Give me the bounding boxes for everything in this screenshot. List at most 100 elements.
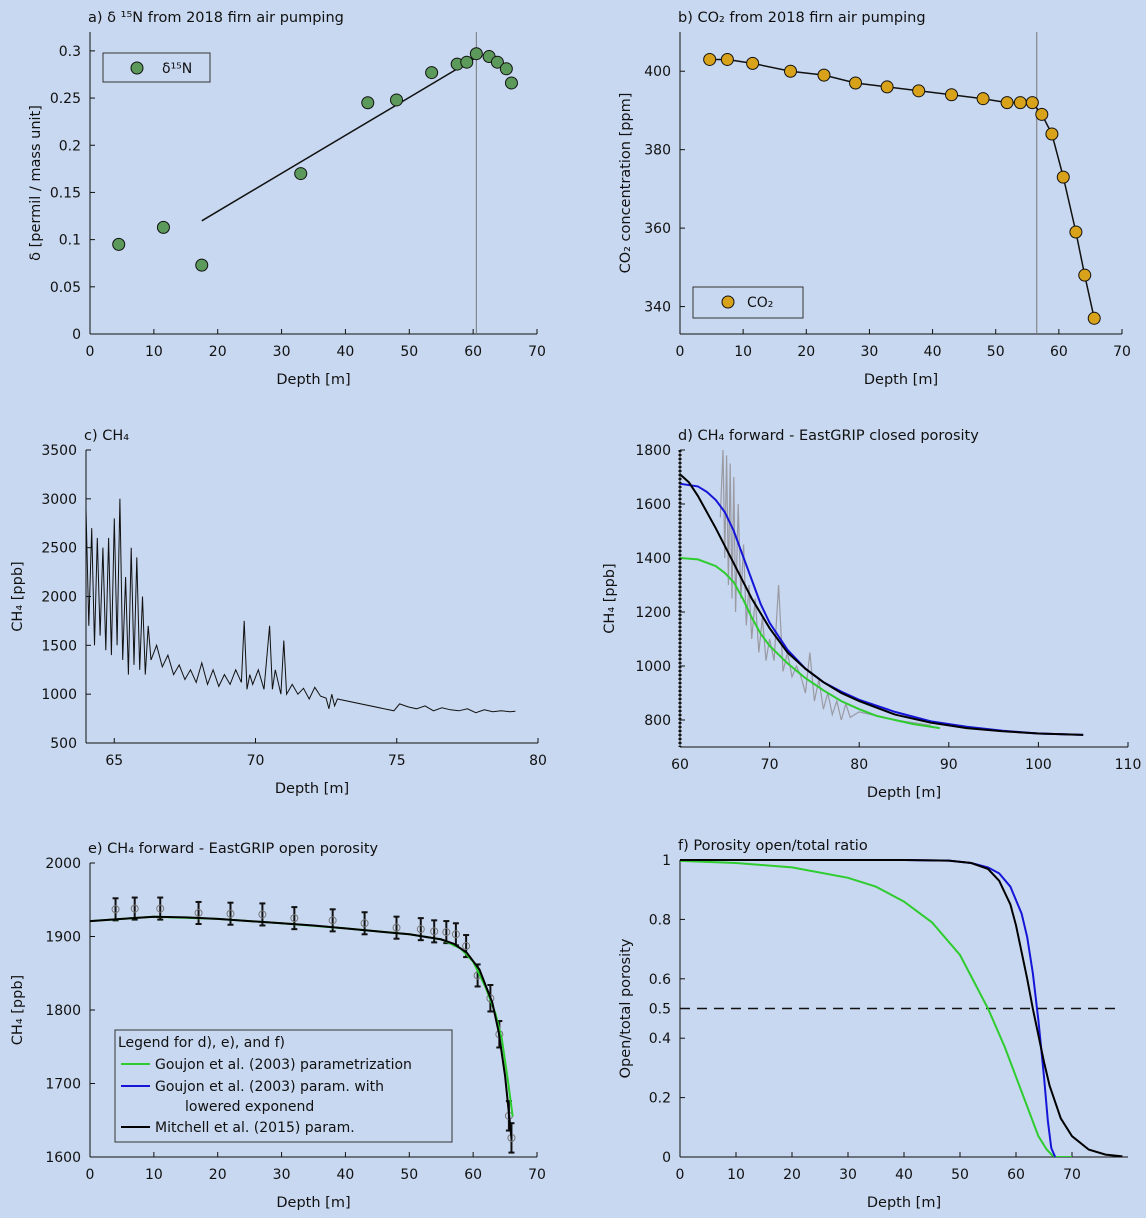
legend-marker (721, 295, 735, 309)
data-point (469, 47, 483, 61)
x-tick-label: 30 (861, 344, 879, 360)
x-tick-label: 70 (528, 1167, 546, 1183)
data-point (195, 258, 209, 272)
data-point (849, 76, 863, 90)
x-tick-label: 50 (400, 1167, 418, 1183)
plot-area (112, 47, 518, 272)
y-axis-label: CO₂ concentration [ppm] (618, 93, 634, 274)
legend-box (102, 52, 211, 83)
data-point (1078, 268, 1092, 282)
x-axis-label: Depth [m] (864, 372, 938, 388)
panel-title: e) CH₄ forward - EastGRIP open porosity (88, 841, 379, 857)
x-axis-label: Depth [m] (276, 372, 350, 388)
measurement-point (226, 909, 235, 918)
series-line (680, 482, 1084, 736)
data-point (1056, 170, 1070, 184)
y-tick-label: 1500 (41, 638, 77, 654)
x-tick-label: 60 (464, 344, 482, 360)
x-tick-label: 60 (1007, 1167, 1025, 1183)
series-line (680, 473, 1084, 736)
panel-f: 0 10 20 30 40 50 60 70 0 0.2 0.4 0.5 0.6 0.8 1 f) Poros… (618, 838, 1128, 1211)
x-tick-label: 50 (987, 344, 1005, 360)
y-tick-label: 1600 (635, 497, 671, 513)
y-tick-label: 1000 (41, 687, 77, 703)
x-tick-label: 40 (924, 344, 942, 360)
measurement-point (290, 914, 299, 923)
data-point (720, 52, 734, 66)
x-tick-label: 60 (464, 1167, 482, 1183)
y-axis-label: δ [permil / mass unit] (28, 105, 44, 261)
x-tick-label: 0 (676, 1167, 685, 1183)
y-tick-label: 0.5 (649, 1002, 671, 1018)
y-tick-label: 2500 (41, 541, 77, 557)
y-tick-label: 2000 (41, 590, 77, 606)
data-point (390, 93, 404, 107)
x-tick-label: 70 (247, 753, 265, 769)
x-tick-label: 10 (734, 344, 752, 360)
data-point (784, 64, 797, 78)
x-tick-label: 40 (337, 1167, 355, 1183)
x-tick-label: 30 (273, 344, 291, 360)
y-tick-label: 1000 (635, 659, 671, 675)
y-tick-label: 0.6 (649, 972, 671, 988)
series-line (719, 449, 931, 726)
x-tick-label: 70 (1113, 344, 1131, 360)
data-point (1000, 96, 1014, 110)
legend-marker (130, 61, 144, 75)
measurement-point (462, 942, 471, 951)
legend-label: CO₂ (747, 295, 773, 311)
x-tick-label: 65 (105, 753, 123, 769)
y-tick-label: 0.05 (50, 280, 81, 296)
y-axis-label: CH₄ [ppb] (10, 561, 26, 631)
plot-area (680, 449, 1084, 736)
series-line (680, 859, 1072, 1157)
x-tick-label: 110 (1115, 757, 1142, 773)
y-axis-label: CH₄ [ppb] (10, 975, 26, 1045)
y-tick-label: 0 (662, 1150, 671, 1166)
y-tick-label: 380 (644, 143, 671, 159)
y-tick-label: 400 (644, 64, 671, 80)
data-point (817, 68, 831, 82)
y-tick-label: 1700 (45, 1077, 81, 1093)
x-tick-label: 80 (850, 757, 868, 773)
panel-title: c) CH₄ (84, 428, 129, 444)
y-tick-label: 800 (644, 713, 671, 729)
x-tick-label: 0 (86, 1167, 95, 1183)
measurement-point (392, 923, 401, 932)
series-line (90, 915, 513, 1139)
y-axis-label: CH₄ [ppb] (602, 563, 618, 633)
y-tick-label: 0.8 (649, 912, 671, 928)
measurement-point (194, 908, 203, 917)
panel-a: 0 10 20 30 40 50 60 70 0 0.05 0.1 0.15 0.2 0.25 0.3 a) … (28, 10, 546, 388)
y-tick-label: 0.2 (59, 138, 81, 154)
y-tick-label: 0.1 (59, 233, 81, 249)
x-tick-label: 20 (797, 344, 815, 360)
x-tick-label: 50 (400, 344, 418, 360)
y-tick-label: 1800 (45, 1003, 81, 1019)
measurement-point (328, 916, 337, 925)
panel-e: 0 10 20 30 40 50 60 70 1600 1700 1800 1900 2000 e) CH… (10, 841, 546, 1211)
measurement-point (130, 904, 139, 913)
x-tick-label: 100 (1025, 757, 1052, 773)
x-tick-label: 10 (727, 1167, 745, 1183)
y-tick-label: 1400 (635, 551, 671, 567)
legend-entry: Goujon et al. (2003) param. with (155, 1079, 384, 1095)
data-point (912, 84, 926, 98)
data-point (499, 62, 513, 76)
data-point (1035, 107, 1049, 121)
y-tick-label: 1900 (45, 930, 81, 946)
data-point (945, 88, 959, 102)
legend-label: δ¹⁵N (162, 61, 192, 77)
x-tick-label: 20 (209, 344, 227, 360)
x-tick-label: 20 (783, 1167, 801, 1183)
fit-line (201, 56, 477, 222)
data-point (703, 52, 717, 66)
x-axis-label: Depth [m] (276, 1195, 350, 1211)
legend: Legend for d), e), and f) Goujon et al. (… (114, 1029, 453, 1143)
x-tick-label: 30 (273, 1167, 291, 1183)
y-tick-label: 0.15 (50, 185, 81, 201)
measurement-point (111, 905, 120, 914)
legend-entry: Mitchell et al. (2015) param. (155, 1120, 355, 1136)
series-line (86, 498, 516, 714)
